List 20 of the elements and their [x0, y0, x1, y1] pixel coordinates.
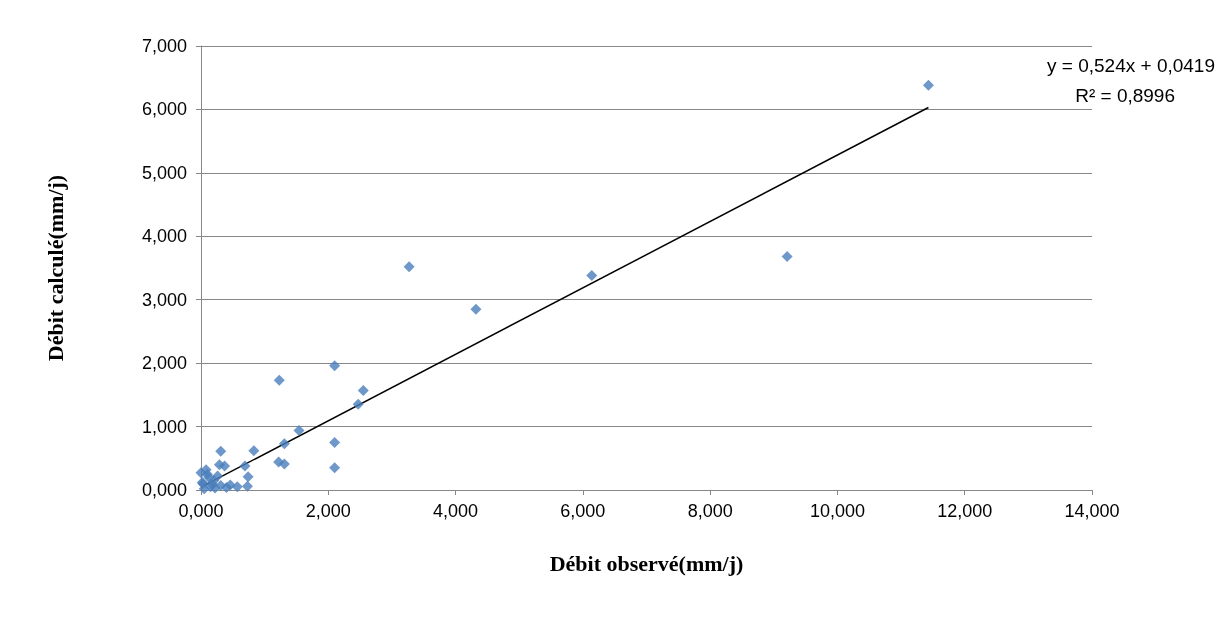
y-tick-label: 0,000 — [141, 480, 187, 500]
y-tick-label: 3,000 — [141, 289, 187, 310]
y-tick-label: 5,000 — [141, 162, 187, 183]
y-tick-label: 1,000 — [141, 416, 187, 437]
x-tick-label: 2,000 — [305, 501, 351, 521]
x-axis-title: Débit observé(mm/j) — [549, 550, 744, 576]
x-tick-label: 6,000 — [560, 501, 606, 521]
annotation: R² = 0,8996 — [1075, 85, 1176, 106]
x-tick-label: 10,000 — [809, 501, 865, 521]
annotation: y = 0,524x + 0,0419 — [1047, 55, 1215, 76]
y-tick-label: 6,000 — [141, 99, 187, 120]
y-axis-title: Débit calculé(mm/j) — [42, 174, 68, 362]
y-tick-label: 4,000 — [141, 226, 187, 247]
x-tick-label: 8,000 — [687, 501, 733, 521]
y-tick-label: 2,000 — [141, 353, 187, 374]
x-tick-label: 12,000 — [937, 501, 993, 521]
x-tick-label: 14,000 — [1064, 501, 1120, 521]
y-tick-label: 7,000 — [141, 36, 187, 56]
x-tick-label: 4,000 — [433, 501, 479, 521]
x-tick-label: 0,000 — [178, 501, 224, 521]
